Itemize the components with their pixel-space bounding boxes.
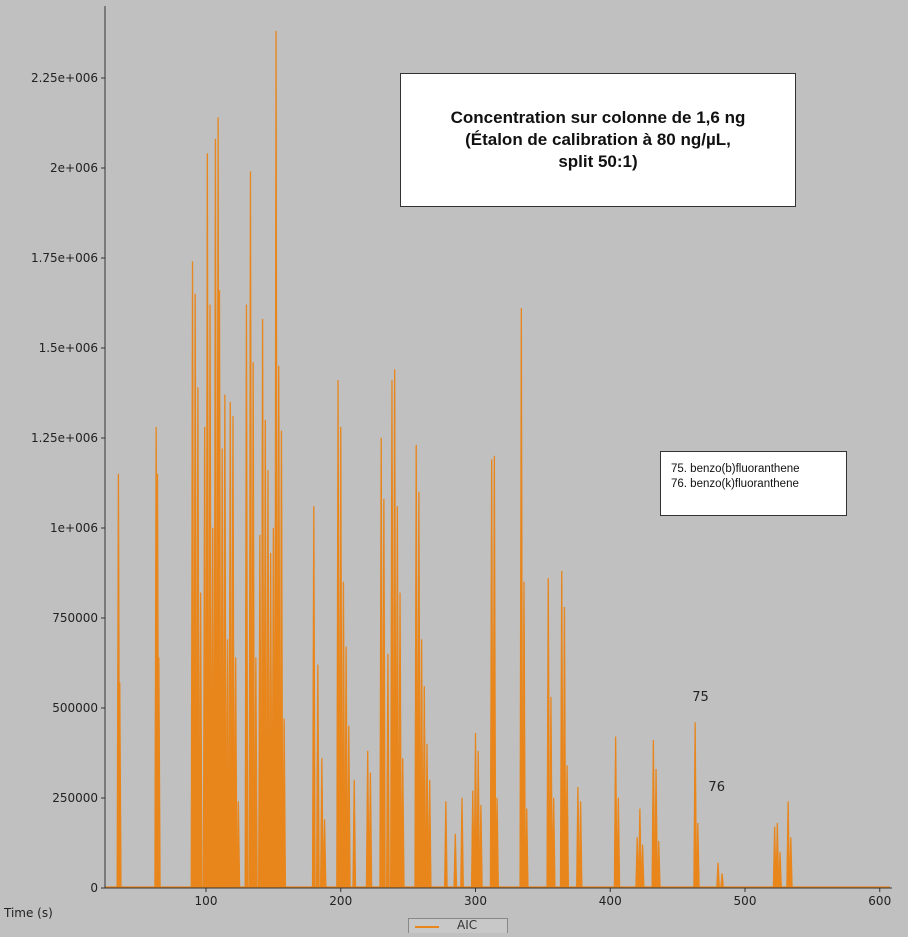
chromatogram-peak: [551, 797, 556, 889]
chromatogram-peak: [322, 819, 327, 889]
chromatogram-peak: [654, 768, 658, 889]
x-tick-label: 400: [599, 894, 622, 908]
chromatogram-peak: [578, 801, 583, 889]
y-tick-label: 1.25e+006: [31, 431, 98, 445]
chromatogram-peak: [460, 797, 464, 889]
y-tick-label: 1.75e+006: [31, 251, 98, 265]
chromatogram-peak: [693, 722, 698, 889]
chromatogram-peak: [346, 725, 351, 889]
chromatogram-peak: [311, 506, 316, 889]
chart-title-line-2: (Étalon de calibration à 80 ng/µL,: [465, 130, 731, 149]
x-tick-label: 300: [464, 894, 487, 908]
chromatogram-peak: [616, 797, 621, 889]
y-tick-label: 0: [90, 881, 98, 895]
y-tick-label: 2e+006: [50, 161, 98, 175]
chromatogram-peak: [222, 394, 227, 889]
tick-layer: 0 250000 500000 750000 1e+006 1.25e+006 1.5e+0…: [31, 71, 891, 908]
x-axis-label: Time (s): [3, 906, 53, 920]
chromatogram-peak: [198, 592, 203, 889]
chromatogram-peak: [236, 801, 241, 889]
chromatogram-peak: [386, 653, 390, 889]
chromatogram-peak: [775, 822, 780, 889]
chart-title-line-1: Concentration sur colonne de 1,6 ng: [450, 108, 746, 127]
chromatogram-peak: [562, 606, 567, 889]
chromatogram-peak: [656, 840, 661, 889]
chromatogram-peak: [778, 851, 782, 889]
chromatogram-peak: [352, 779, 357, 889]
series-tab-label: AIC: [457, 918, 478, 932]
y-tick-label: 750000: [52, 611, 98, 625]
y-tick-label: 2.25e+006: [31, 71, 98, 85]
series-swatch: [415, 926, 439, 928]
chromatogram-peak: [522, 581, 526, 889]
chromatogram-peak: [400, 758, 405, 889]
chromatogram-peak: [398, 592, 402, 889]
legend-entry-75: 75. benzo(b)fluoranthene: [671, 463, 800, 475]
chromatogram-peak: [519, 308, 524, 889]
peak-annotation: 76: [708, 780, 725, 795]
y-tick-label: 250000: [52, 791, 98, 805]
chromatogram-peak: [637, 808, 642, 889]
x-tick-label: 600: [868, 894, 891, 908]
x-tick-label: 100: [195, 894, 218, 908]
y-tick-label: 1.5e+006: [39, 341, 98, 355]
chromatogram-peak: [453, 833, 458, 889]
chromatogram-peak: [233, 657, 238, 889]
chromatogram-peak: [565, 765, 570, 889]
peak-annotation: 75: [692, 690, 709, 705]
chromatogram-peak: [716, 862, 720, 889]
chromatogram-peak: [279, 430, 284, 889]
chromatogram-peak: [720, 873, 724, 889]
chart-title-box: Concentration sur colonne de 1,6 ng (Éta…: [400, 73, 796, 207]
chromatogram-peak: [492, 455, 497, 889]
chromatogram-peak: [443, 801, 448, 889]
chromatogram-peak: [315, 664, 320, 889]
chromatogram-peak: [319, 758, 324, 889]
chromatogram-peak: [231, 416, 235, 889]
chromatogram-peak: [640, 844, 645, 889]
chromatogram-peak: [478, 804, 483, 889]
y-tick-label: 500000: [52, 701, 98, 715]
chart-title-line-3: split 50:1): [558, 152, 638, 171]
chromatogram-peak: [427, 779, 432, 889]
legend-entry-76: 76. benzo(k)fluoranthene: [671, 478, 799, 490]
chart-title: Concentration sur colonne de 1,6 ng (Éta…: [451, 107, 746, 173]
chromatogram-peak: [251, 362, 256, 889]
chromatogram-peak: [368, 772, 373, 889]
y-tick-label: 1e+006: [50, 521, 98, 535]
series-tab[interactable]: AIC: [408, 918, 508, 933]
chromatogram-peak: [695, 822, 700, 889]
chromatogram-peak: [244, 304, 249, 889]
compound-legend: 75. benzo(b)fluoranthene 76. benzo(k)flu…: [660, 451, 847, 516]
chromatogram-peak: [549, 696, 553, 889]
chromatogram-peak: [282, 718, 287, 889]
annotation-layer: 75 76: [692, 690, 725, 795]
chromatogram-peak: [788, 837, 793, 889]
chromatogram-peak: [253, 657, 258, 889]
x-tick-label: 200: [329, 894, 352, 908]
chromatogram-peak: [381, 498, 386, 889]
x-tick-label: 500: [734, 894, 757, 908]
